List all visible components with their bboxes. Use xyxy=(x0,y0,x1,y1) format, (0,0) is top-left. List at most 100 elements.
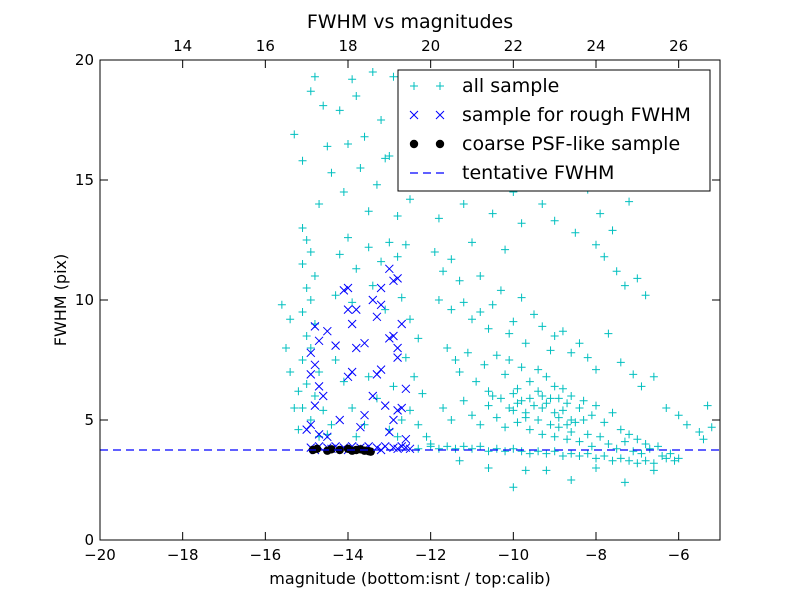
all-sample-point xyxy=(517,293,526,302)
all-sample-point xyxy=(377,116,386,124)
all-sample-point xyxy=(310,272,319,280)
rough-fwhm-point xyxy=(393,444,402,454)
all-sample-point xyxy=(558,384,567,393)
all-sample-point xyxy=(596,432,605,441)
all-sample-point xyxy=(476,272,485,280)
y-tick-label: 5 xyxy=(84,411,94,429)
rough-fwhm-point xyxy=(351,305,361,314)
all-sample-point xyxy=(344,140,352,148)
rough-fwhm-point xyxy=(393,353,402,362)
all-sample-point xyxy=(393,252,402,261)
rough-fwhm-point xyxy=(372,312,382,322)
all-sample-point xyxy=(455,368,464,376)
all-sample-point xyxy=(604,440,613,448)
all-sample-point xyxy=(517,219,526,228)
all-sample-point xyxy=(641,456,650,465)
all-sample-point xyxy=(368,281,377,290)
all-sample-point xyxy=(381,154,390,163)
rough-fwhm-point xyxy=(405,444,415,454)
all-sample-point xyxy=(674,411,683,420)
all-sample-point xyxy=(372,180,381,189)
all-sample-point xyxy=(484,464,493,472)
all-sample-point xyxy=(488,209,497,218)
all-sample-point xyxy=(455,276,464,285)
all-sample-point xyxy=(525,394,534,403)
all-sample-point xyxy=(583,449,592,458)
rough-fwhm-point xyxy=(306,370,316,379)
all-sample-point xyxy=(348,75,357,84)
all-sample-point xyxy=(501,245,510,254)
all-sample-point xyxy=(439,404,448,412)
rough-fwhm-point xyxy=(380,401,390,410)
all-sample-point xyxy=(662,404,671,412)
all-sample-point xyxy=(620,437,629,446)
legend: all sample sample for rough FWHM coarse PS… xyxy=(397,69,711,192)
all-sample-point xyxy=(641,440,650,448)
rough-fwhm-point xyxy=(389,415,398,425)
all-sample-point xyxy=(649,459,658,468)
all-sample-point xyxy=(538,322,547,331)
all-sample-point xyxy=(385,152,394,160)
rough-fwhm-point xyxy=(384,264,394,274)
all-sample-point xyxy=(505,329,514,338)
all-sample-point xyxy=(484,447,493,456)
legend-marker xyxy=(435,110,445,120)
all-sample-point xyxy=(525,425,534,434)
all-sample-point xyxy=(372,394,381,403)
x-tick-label: −8 xyxy=(585,546,607,564)
rough-fwhm-point xyxy=(310,401,320,410)
all-sample-point xyxy=(447,416,456,424)
rough-fwhm-point xyxy=(302,425,312,434)
all-sample-point xyxy=(674,454,683,463)
all-sample-point xyxy=(587,411,596,420)
rough-fwhm-point xyxy=(351,343,361,353)
data-points xyxy=(277,68,716,492)
all-sample-point xyxy=(546,394,555,403)
rough-fwhm-point xyxy=(376,445,386,455)
all-sample-point xyxy=(315,200,324,208)
all-sample-point xyxy=(414,420,423,429)
rough-fwhm-point xyxy=(343,372,353,382)
all-sample-point xyxy=(550,447,559,456)
all-sample-point xyxy=(666,449,675,458)
all-sample-point xyxy=(356,164,365,172)
all-sample-point xyxy=(492,444,501,453)
all-sample-point xyxy=(492,413,501,422)
all-sample-point xyxy=(550,408,559,417)
rough-fwhm-point xyxy=(310,360,320,370)
all-sample-point xyxy=(558,406,567,415)
all-sample-point xyxy=(517,447,526,456)
all-sample-point xyxy=(364,243,373,252)
top-tick-label: 22 xyxy=(504,37,523,55)
all-sample-point xyxy=(563,435,572,444)
all-sample-point xyxy=(525,377,534,386)
all-sample-point xyxy=(542,449,551,458)
all-sample-point xyxy=(530,401,538,410)
all-sample-point xyxy=(472,377,481,386)
all-sample-point xyxy=(468,444,476,453)
all-sample-point xyxy=(521,466,530,475)
all-sample-point xyxy=(703,401,712,410)
legend-marker xyxy=(435,139,445,149)
y-tick-label: 20 xyxy=(75,51,94,69)
all-sample-point xyxy=(546,420,555,429)
all-sample-point xyxy=(389,72,398,81)
all-sample-point xyxy=(592,401,600,410)
all-sample-point xyxy=(513,418,522,427)
x-axis-label: magnitude (bottom:isnt / top:calib) xyxy=(269,569,550,588)
all-sample-point xyxy=(447,255,456,264)
chart-title: FWHM vs magnitudes xyxy=(307,11,513,33)
all-sample-point xyxy=(575,452,584,460)
all-sample-point xyxy=(468,315,476,324)
all-sample-point xyxy=(567,348,576,357)
all-sample-point xyxy=(583,430,592,439)
all-sample-point xyxy=(406,315,414,324)
all-sample-point xyxy=(587,442,596,451)
x-tick-label: −6 xyxy=(668,546,690,564)
all-sample-point xyxy=(509,317,518,326)
all-sample-point xyxy=(377,257,386,266)
all-sample-point xyxy=(298,224,307,232)
rough-fwhm-point xyxy=(393,343,402,353)
all-sample-point xyxy=(558,327,567,336)
all-sample-point xyxy=(662,454,671,463)
